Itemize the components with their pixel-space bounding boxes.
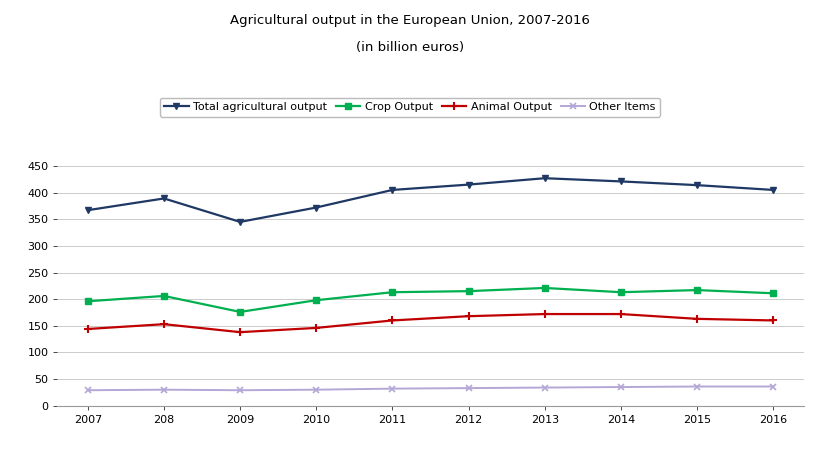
Text: (in billion euros): (in billion euros) (355, 41, 464, 54)
Legend: Total agricultural output, Crop Output, Animal Output, Other Items: Total agricultural output, Crop Output, … (160, 98, 659, 117)
Text: Agricultural output in the European Union, 2007-2016: Agricultural output in the European Unio… (230, 14, 589, 27)
